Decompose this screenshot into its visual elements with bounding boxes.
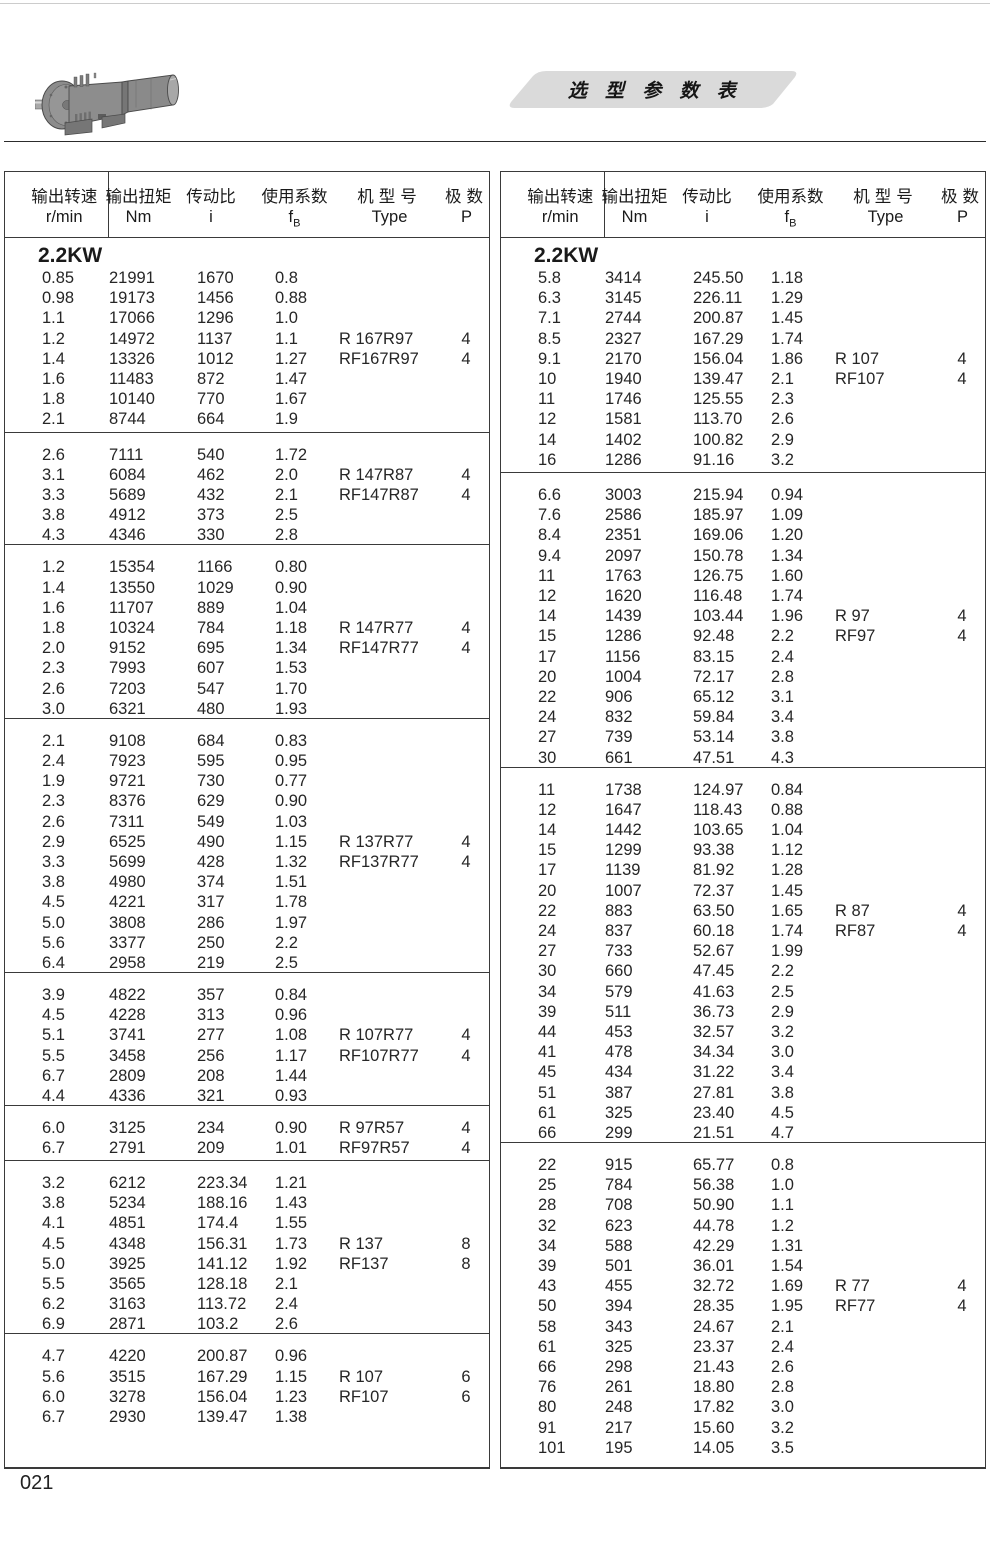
svg-text:选 型 参 数 表: 选 型 参 数 表 — [568, 80, 743, 102]
